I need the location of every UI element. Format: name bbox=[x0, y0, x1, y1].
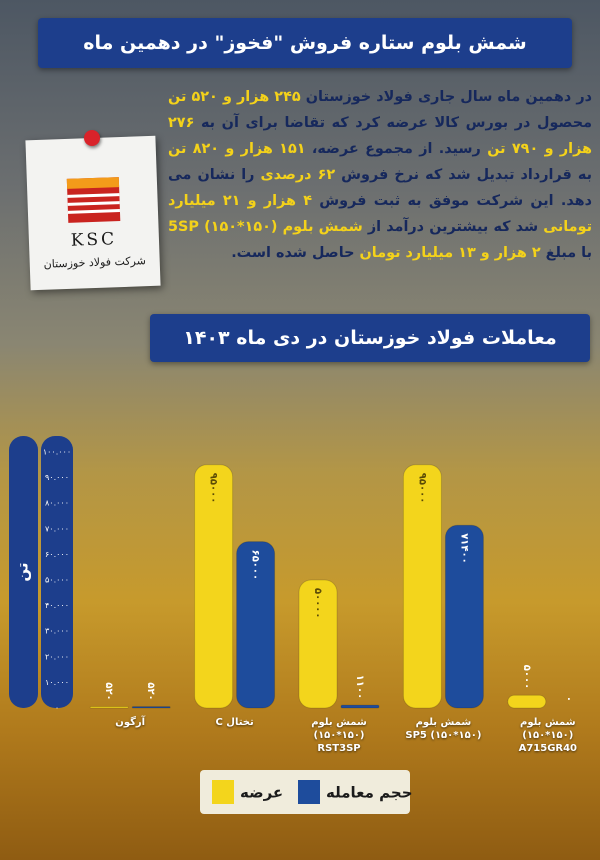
x-tick-label: شمش بلوم (۱۵۰*۱۵۰) A715GR40 bbox=[518, 717, 578, 754]
bar bbox=[402, 464, 442, 709]
bar bbox=[236, 541, 276, 709]
x-tick-label: تختال C bbox=[215, 717, 254, 728]
highlight-text: ۶۲ درصدی bbox=[260, 167, 336, 183]
y-tick-label: ۰ bbox=[55, 704, 59, 713]
y-tick-label: ۴۰.۰۰۰ bbox=[45, 601, 69, 610]
highlight-text: ۱۵۱ هزار و ۸۲۰ تن bbox=[168, 141, 306, 157]
y-tick-label: ۵۰.۰۰۰ bbox=[45, 576, 69, 585]
bar bbox=[89, 706, 129, 709]
highlight-text: ۲ هزار و ۱۳ میلیارد تومان bbox=[359, 245, 541, 261]
value-label: ۵۲۰ bbox=[103, 682, 114, 700]
legend-swatch bbox=[212, 780, 234, 804]
y-tick-label: ۸۰.۰۰۰ bbox=[45, 499, 69, 508]
axis-pill bbox=[9, 436, 38, 708]
highlight-text: ۲۷۶ هزار و ۷۹۰ تن bbox=[168, 115, 593, 157]
value-label: ۰ bbox=[563, 696, 574, 702]
legend-swatch bbox=[298, 780, 320, 804]
body-text: رسید. از مجموع عرضه، bbox=[305, 141, 488, 157]
y-tick-label: ۳۰.۰۰۰ bbox=[45, 627, 69, 636]
logo-stripe bbox=[67, 201, 120, 206]
title-banner: شمش بلوم ستاره فروش "فخوز" در دهمین ماه bbox=[38, 18, 572, 68]
legend-label: حجم معامله bbox=[326, 784, 413, 802]
highlight-text: ۲۴۵ هزار و ۵۲۰ تن bbox=[168, 89, 301, 105]
value-label: ۱۱۰۰ bbox=[354, 675, 365, 699]
value-label: ۹۵۰۰۰ bbox=[208, 473, 219, 504]
body-text: با مبلغ bbox=[540, 245, 592, 261]
value-label: ۵۲۰ bbox=[145, 682, 156, 700]
body-text: را نشان می دهد. این شرکت موفق به ثبت فرو… bbox=[168, 167, 592, 209]
value-label: ۹۵۰۰۰ bbox=[416, 473, 427, 504]
body-text: حاصل شده است. bbox=[231, 245, 360, 261]
highlight-text: ۴ هزار و ۲۱ میلیارد تومانی bbox=[168, 193, 592, 235]
logo-mark bbox=[66, 177, 121, 223]
value-label: ۵۰۰۰۰ bbox=[312, 588, 323, 619]
bar bbox=[131, 706, 171, 709]
y-axis-label: تن bbox=[14, 562, 32, 581]
body-text: به قرارداد تبدیل شد که نرخ فروش bbox=[335, 167, 592, 183]
logo-stripe bbox=[67, 193, 120, 198]
y-tick-label: ۲۰.۰۰۰ bbox=[45, 652, 69, 661]
y-tick-label: ۶۰.۰۰۰ bbox=[45, 550, 69, 559]
logo-note: KSC شرکت فولاد خوزستان bbox=[25, 135, 161, 291]
x-tick-label: شمش بلوم (۱۵۰*۱۵۰) SP5 bbox=[405, 717, 482, 741]
value-label: ۷۱۴۰۰ bbox=[458, 533, 469, 564]
x-tick-label: شمش بلوم (۱۵۰*۱۵۰) RST3SP bbox=[311, 717, 367, 754]
chart-title: معاملات فولاد خوزستان در دی ماه ۱۴۰۳ bbox=[150, 314, 590, 362]
legend-label: عرضه bbox=[240, 784, 283, 802]
body-text: در دهمین ماه سال جاری فولاد خوزستان bbox=[300, 89, 593, 105]
x-tick-label: آرگون bbox=[115, 717, 146, 728]
axis-pill bbox=[41, 436, 73, 708]
bar bbox=[194, 464, 234, 709]
bar bbox=[298, 579, 338, 709]
body-text: شد که بیشترین درآمد از bbox=[362, 219, 544, 235]
bar bbox=[507, 694, 547, 709]
y-tick-label: ۷۰.۰۰۰ bbox=[45, 524, 69, 533]
value-label: ۶۵۰۰۰ bbox=[250, 550, 261, 581]
paragraph: در دهمین ماه سال جاری فولاد خوزستان ۲۴۵ … bbox=[168, 84, 592, 266]
pin bbox=[84, 130, 100, 146]
body-text: محصول در بورس کالا عرضه کرد که تقاضا برا… bbox=[194, 115, 592, 131]
y-tick-label: ۱۰.۰۰۰ bbox=[45, 678, 69, 687]
bar bbox=[444, 524, 484, 709]
value-label: ۵۰۰۰ bbox=[521, 665, 532, 689]
logo-stripe bbox=[67, 209, 120, 214]
y-tick-label: ۱۰۰.۰۰۰ bbox=[43, 448, 71, 457]
y-tick-label: ۹۰.۰۰۰ bbox=[45, 473, 69, 482]
logo-stripe bbox=[66, 177, 120, 189]
bar bbox=[340, 704, 380, 709]
highlight-text: شمش بلوم (۱۵۰*۱۵۰) 5SP bbox=[168, 219, 363, 235]
